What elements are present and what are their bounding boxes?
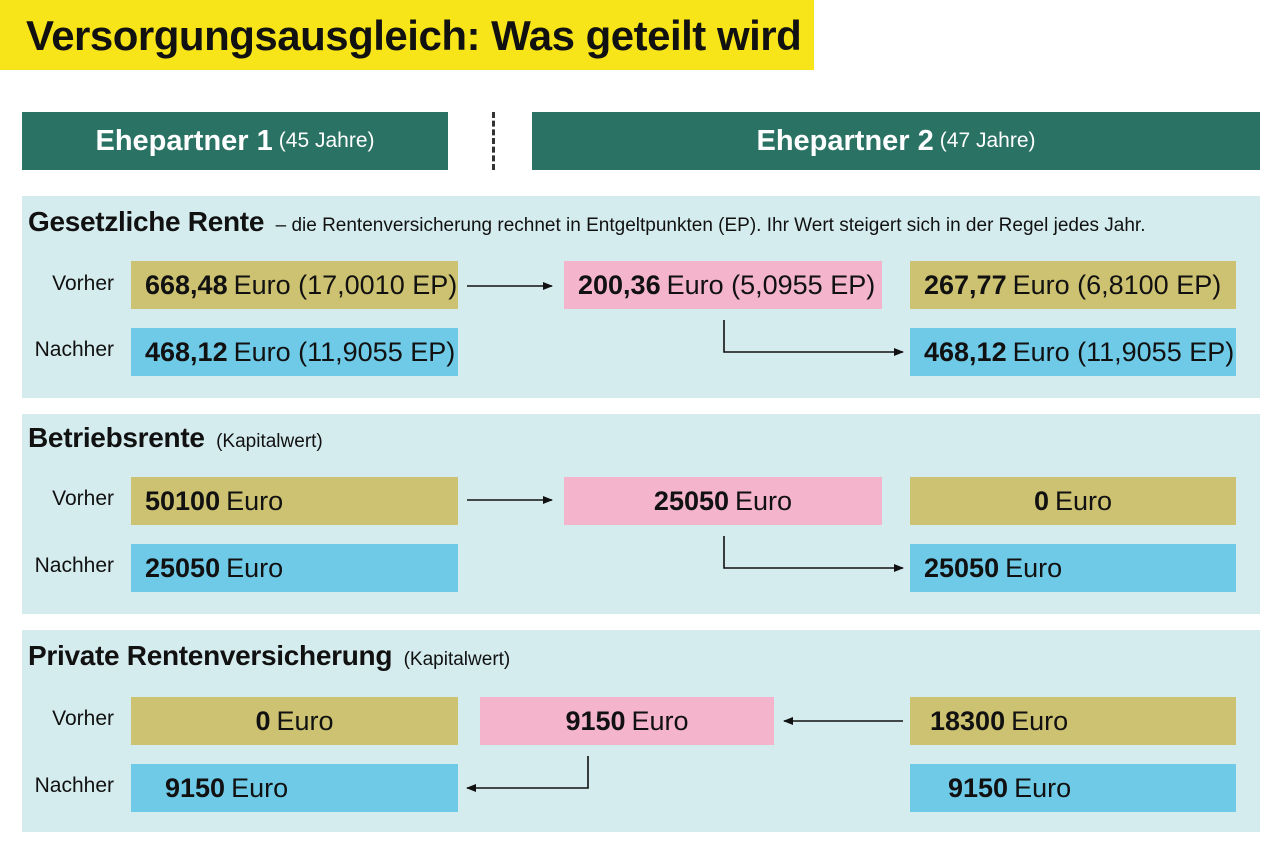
partner-1-after-box: 25050 Euro (131, 544, 458, 592)
partner-1-before-box: 50100 Euro (131, 477, 458, 525)
section-title-text: Gesetzliche Rente (28, 206, 265, 237)
unit: Euro (11,9055 EP) (233, 336, 456, 367)
section-title: Private Rentenversicherung (Kapitalwert) (28, 640, 510, 672)
value: 0 (255, 705, 271, 736)
partner-2-after-box: 25050 Euro (910, 544, 1236, 592)
section-subtitle: – die Rentenversicherung rechnet in Entg… (275, 215, 1146, 236)
title-bar (0, 0, 814, 70)
page-title: Versorgungsausgleich: Was geteilt wird (26, 12, 802, 59)
partner-2-after-box: 468,12 Euro (11,9055 EP) (910, 328, 1236, 376)
row-label-before: Vorher (52, 487, 114, 510)
partner-1-before-box: 668,48 Euro (17,0010 EP) (131, 261, 458, 309)
value: 0 (1033, 485, 1049, 516)
section-title: Betriebsrente (Kapitalwert) (28, 422, 323, 454)
row-label-after: Nachher (34, 554, 114, 577)
value: 25050 (924, 552, 1000, 583)
unit: Euro (631, 705, 689, 736)
unit: Euro (5,0955 EP) (666, 269, 876, 300)
unit: Euro (276, 705, 334, 736)
value: 25050 (653, 485, 730, 516)
unit: Euro (1005, 552, 1063, 583)
partner-2-after-box: 9150 Euro (910, 764, 1236, 812)
arrow-to-partner-2 (723, 320, 904, 356)
value: 267,77 (924, 269, 1007, 300)
value: 50100 (145, 485, 221, 516)
partner-1-before-box: 0 Euro (131, 697, 458, 745)
section-subtitle: (Kapitalwert) (403, 649, 511, 670)
partner-2-age: (47 Jahre) (939, 129, 1036, 152)
partner-1-age: (45 Jahre) (278, 129, 375, 152)
partner-1-header: Ehepartner 1 (45 Jahre) (22, 112, 448, 170)
value: 468,12 (145, 336, 228, 367)
row-label-before: Vorher (52, 272, 114, 295)
section-subtitle: (Kapitalwert) (216, 431, 323, 452)
unit: Euro (226, 485, 284, 516)
section-title-text: Private Rentenversicherung (28, 640, 393, 671)
unit: Euro (1054, 485, 1113, 516)
partner-divider (492, 112, 495, 170)
arrow-to-partner-2 (723, 536, 904, 572)
partner-1-name: Ehepartner 1 (95, 124, 273, 157)
value: 9150 (165, 772, 226, 803)
row-label-before: Vorher (52, 707, 114, 730)
partner-1-after-box: 9150 Euro (131, 764, 458, 812)
unit: Euro (231, 772, 289, 803)
value: 9150 (948, 772, 1009, 803)
transfer-box: 25050 Euro (564, 477, 882, 525)
unit: Euro (1014, 772, 1072, 803)
unit: Euro (6,8100 EP) (1012, 269, 1222, 300)
unit: Euro (11,9055 EP) (1012, 336, 1235, 367)
row-label-after: Nachher (34, 774, 114, 797)
section-title-text: Betriebsrente (28, 422, 205, 453)
partner-1-after-box: 468,12 Euro (11,9055 EP) (131, 328, 458, 376)
value: 200,36 (578, 269, 661, 300)
value: 25050 (145, 552, 221, 583)
section-title: Gesetzliche Rente – die Rentenversicheru… (28, 206, 1145, 238)
row-label-after: Nachher (34, 338, 114, 361)
value: 18300 (930, 705, 1006, 736)
unit: Euro (735, 485, 793, 516)
value: 468,12 (924, 336, 1007, 367)
unit: Euro (1011, 705, 1069, 736)
value: 668,48 (145, 269, 228, 300)
partner-2-before-box: 18300 Euro (910, 697, 1236, 745)
unit: Euro (17,0010 EP) (233, 269, 458, 300)
arrow-to-partner-1 (466, 756, 589, 792)
transfer-box: 200,36 Euro (5,0955 EP) (564, 261, 882, 309)
partner-2-header: Ehepartner 2 (47 Jahre) (532, 112, 1260, 170)
value: 9150 (565, 705, 626, 736)
unit: Euro (226, 552, 284, 583)
partner-2-before-box: 0 Euro (910, 477, 1236, 525)
partner-2-name: Ehepartner 2 (756, 124, 934, 157)
partner-2-before-box: 267,77 Euro (6,8100 EP) (910, 261, 1236, 309)
transfer-box: 9150 Euro (480, 697, 774, 745)
